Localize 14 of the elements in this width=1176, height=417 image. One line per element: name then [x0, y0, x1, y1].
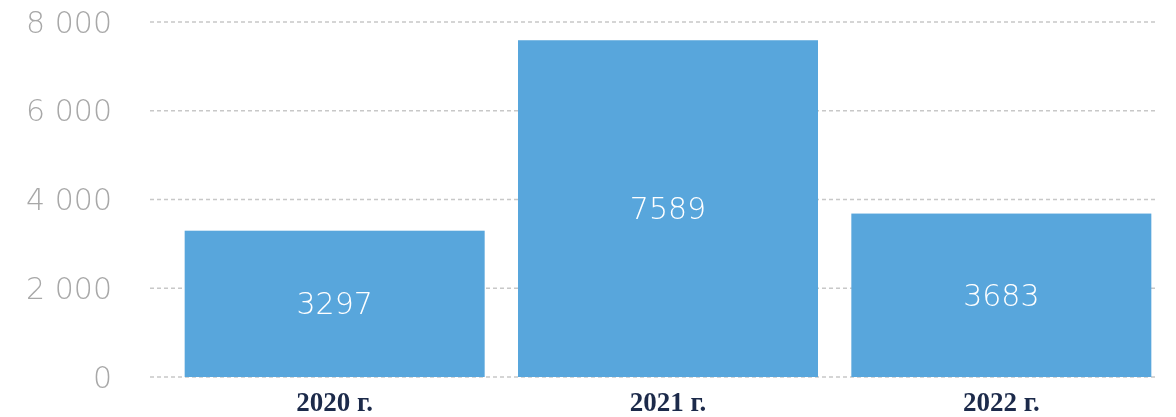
- y-tick-label: 6 000: [26, 93, 112, 129]
- bar: [518, 40, 818, 377]
- bar: [851, 213, 1152, 377]
- y-tick-label: 4 000: [26, 182, 112, 217]
- data-label: 3683: [963, 277, 1040, 313]
- data-label: 3297: [296, 286, 373, 322]
- data-label: 7589: [629, 191, 707, 227]
- y-tick-label: 8 000: [26, 4, 112, 40]
- bar: [184, 230, 485, 377]
- x-tick-label: 2020 г.: [296, 387, 374, 417]
- y-tick-label: 0: [92, 359, 112, 395]
- x-tick-label: 2022 г.: [962, 387, 1040, 417]
- x-tick-label: 2021 г.: [629, 387, 707, 417]
- y-tick-label: 2 000: [26, 270, 112, 306]
